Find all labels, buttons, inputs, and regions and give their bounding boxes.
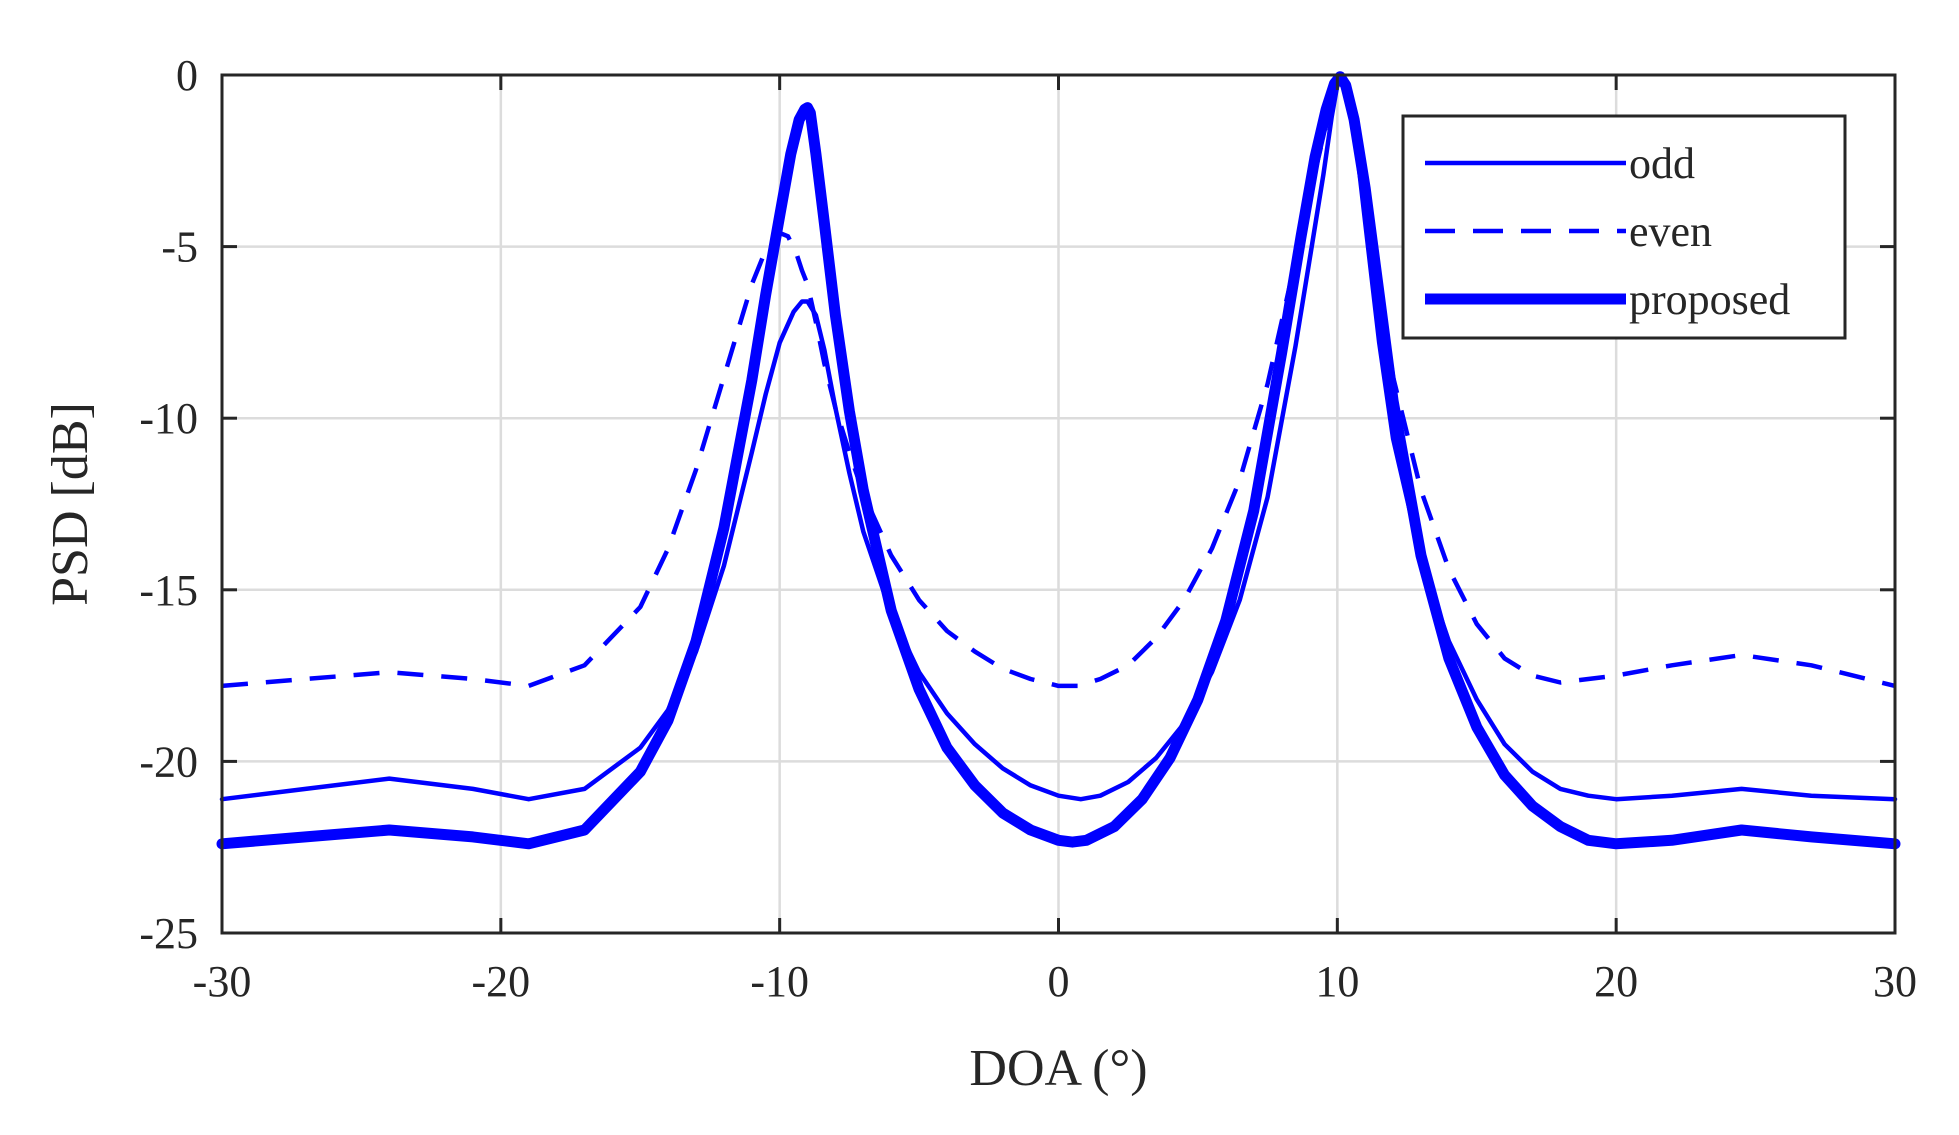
y-axis-label: PSD [dB] [42, 402, 99, 606]
y-tick-label: -20 [139, 737, 198, 786]
series-line-proposed [216, 71, 1901, 850]
x-tick-label: 0 [1048, 957, 1070, 1006]
series-line-odd [219, 74, 1898, 802]
legend-label-even: even [1629, 207, 1712, 256]
legend-label-odd: odd [1629, 139, 1695, 188]
y-tick-label: -25 [139, 909, 198, 958]
x-tick-label: 20 [1594, 957, 1638, 1006]
series-layer [216, 71, 1901, 850]
x-tick-label: -10 [750, 957, 809, 1006]
x-tick-label: 10 [1315, 957, 1359, 1006]
x-tick-label: -20 [472, 957, 531, 1006]
y-tick-label: 0 [176, 51, 198, 100]
ticks: -30 -20 -10 0 10 20 30 0 -5 -10 -15 -20 -25 [139, 51, 1917, 1006]
series-line-even [221, 74, 1896, 689]
legend-label-proposed: proposed [1629, 275, 1790, 324]
x-axis-label: DOA (°) [969, 1040, 1147, 1097]
legend: odd even proposed [1401, 114, 1847, 340]
y-tick-label: -5 [161, 223, 198, 272]
x-tick-label: -30 [193, 957, 252, 1006]
x-tick-label: 30 [1873, 957, 1917, 1006]
y-tick-label: -10 [139, 394, 198, 443]
y-tick-label: -15 [139, 566, 198, 615]
